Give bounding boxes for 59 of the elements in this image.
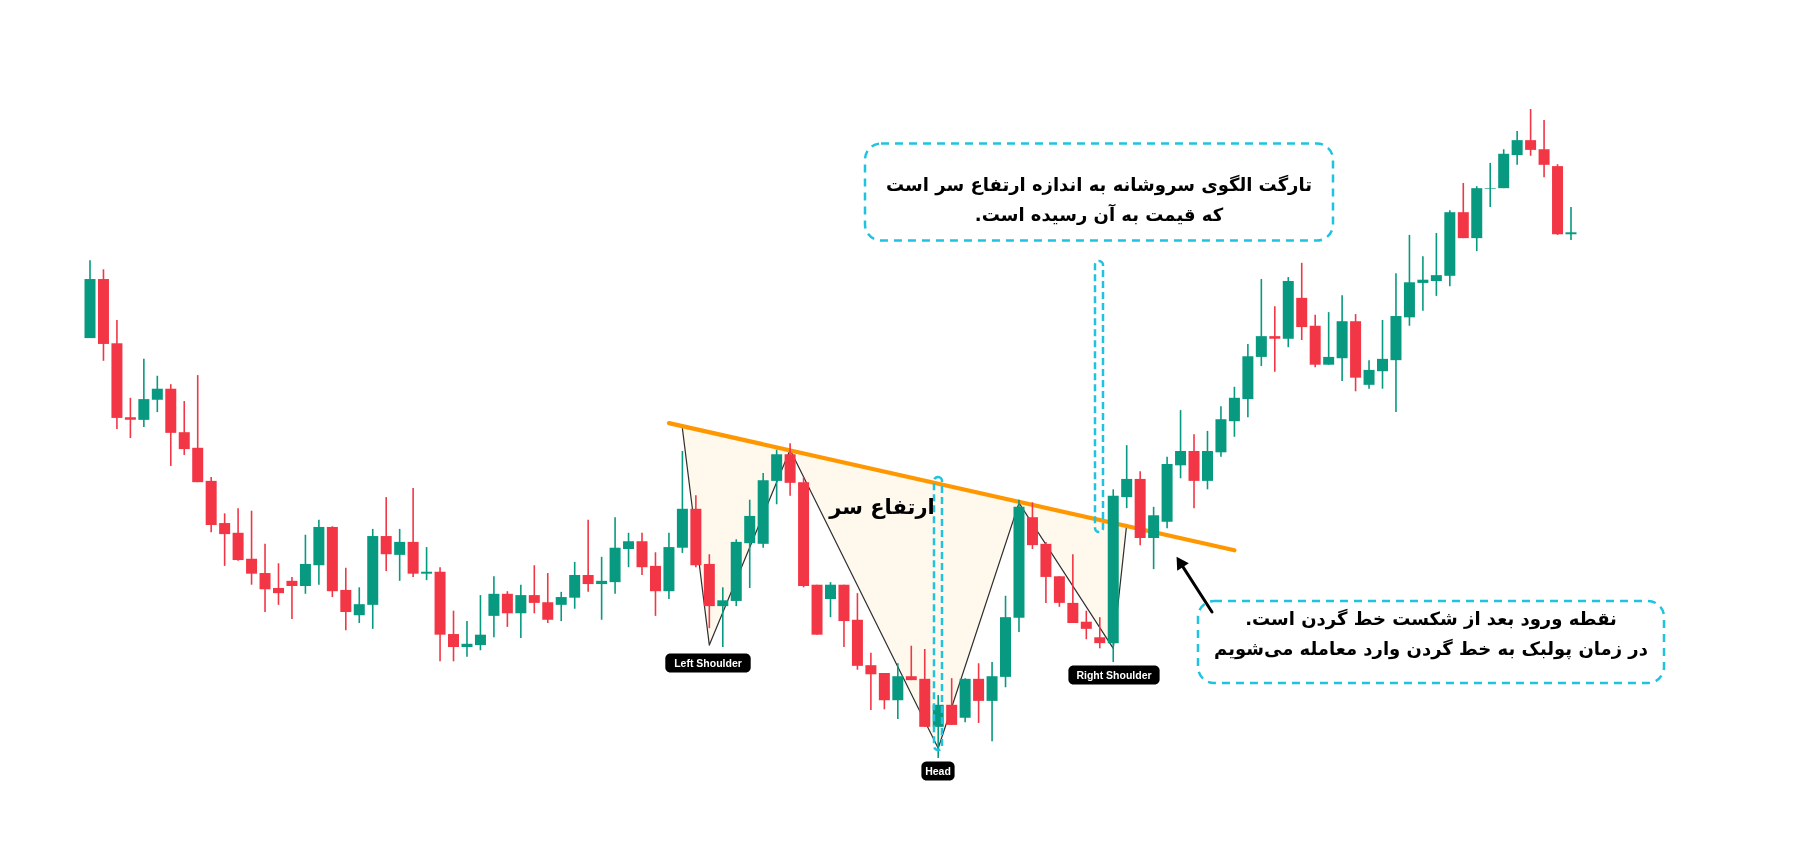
candlestick [582, 519, 594, 593]
candlestick [1080, 609, 1092, 641]
candlestick [1148, 506, 1160, 570]
candlestick [1323, 311, 1335, 366]
candlestick [353, 586, 365, 624]
candlestick [1511, 130, 1523, 166]
annotation: تارگت الگوی سروشانه به اندازه ارتفاع سر است که قیمت به آن رسیده است. [886, 174, 1312, 225]
text: Head [925, 764, 951, 777]
candlestick [259, 543, 271, 613]
candlestick [717, 586, 729, 648]
candlestick [488, 575, 500, 639]
candlestick [596, 556, 608, 621]
candlestick [1363, 359, 1375, 390]
candlestick [569, 561, 581, 610]
candlestick [1094, 616, 1106, 650]
candlestick [151, 374, 163, 413]
candlestick [286, 576, 298, 620]
candlestick [1525, 108, 1537, 157]
annotation: Right Shoulder [1076, 668, 1152, 681]
annotation: Left Shoulder [674, 656, 742, 669]
candlestick [219, 512, 231, 567]
candlestick [528, 564, 540, 615]
candlestick [461, 620, 473, 658]
candlestick [623, 532, 635, 568]
candlestick [1175, 409, 1187, 480]
candlestick [448, 609, 460, 663]
candlestick [474, 594, 486, 652]
candlestick [542, 572, 554, 624]
candlestick [501, 590, 513, 628]
candlestick [394, 528, 406, 582]
candlestick [340, 567, 352, 631]
candlestick [1067, 553, 1079, 624]
candlestick [1255, 278, 1267, 367]
candlestick [515, 583, 527, 639]
candlestick [246, 509, 258, 586]
candlestick [178, 400, 190, 456]
candlestick [865, 652, 877, 711]
candlestick [973, 662, 985, 724]
candlestick [946, 677, 958, 726]
candlestick [138, 358, 150, 428]
candlestick [124, 397, 136, 439]
candlestick [1484, 162, 1496, 208]
candlestick [905, 644, 917, 681]
candlestick [299, 533, 311, 595]
candlestick [825, 581, 836, 618]
candlestick [1121, 444, 1133, 509]
candlestick [380, 496, 392, 572]
candlestick [1565, 206, 1577, 241]
candlestick [1228, 385, 1240, 438]
candlestick [555, 591, 567, 622]
candlestick [1417, 255, 1429, 312]
candlestick [1538, 119, 1550, 178]
candlestick [1269, 305, 1281, 373]
annotation: ارتفاع سر [828, 495, 935, 519]
candlestick [272, 562, 284, 606]
annotation: نقطه ورود بعد از شکست خط گردن است. در زمان پولبک به خط گردن وارد معامله می‌شویم [1214, 608, 1648, 660]
candlestick [421, 546, 433, 581]
candlestick [1377, 319, 1389, 390]
candlestick [1430, 232, 1442, 297]
